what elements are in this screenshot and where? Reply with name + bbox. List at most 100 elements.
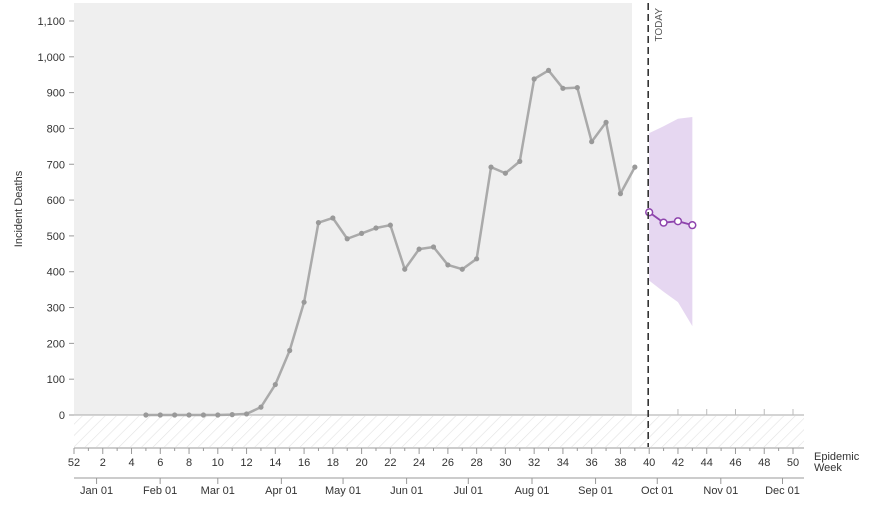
- observed-point: [229, 412, 235, 418]
- week-tick-label: 34: [557, 457, 569, 469]
- month-tick-label: Mar 01: [201, 485, 235, 497]
- y-tick-label: 900: [47, 88, 65, 100]
- observed-point: [243, 411, 250, 417]
- observed-point: [531, 76, 537, 82]
- below-zero-hatch: [74, 416, 804, 447]
- y-tick-label: 300: [47, 303, 65, 315]
- y-axis-label: Incident Deaths: [13, 170, 25, 247]
- observed-point: [416, 246, 422, 252]
- observed-point: [258, 404, 264, 410]
- observed-point: [301, 299, 307, 305]
- observed-point: [488, 164, 494, 170]
- week-tick-label: 18: [327, 457, 339, 469]
- y-tick-label: 100: [47, 374, 65, 386]
- observed-point: [344, 236, 350, 242]
- observed-point: [474, 256, 480, 262]
- month-tick-label: Sep 01: [578, 485, 613, 497]
- observed-point: [186, 412, 192, 418]
- week-tick-label: 24: [413, 457, 425, 469]
- month-tick-label: Aug 01: [515, 485, 550, 497]
- week-tick-label: 32: [528, 457, 540, 469]
- y-axis: 0 100 200 300 400 500 600 700 800 900 1,000 1,100: [37, 16, 804, 422]
- y-tick-label: 200: [47, 338, 65, 350]
- observed-point: [172, 412, 178, 418]
- month-tick-label: Dec 01: [765, 485, 800, 497]
- forecast-series: [645, 208, 697, 230]
- observed-point: [330, 215, 336, 221]
- week-axis: 52 2 4 6 8 10 12 14 16 18 20 22 24 26 28 30 32 34 36 38 40 42…: [68, 447, 804, 469]
- forecast-point: [688, 221, 697, 230]
- week-tick-label: 30: [499, 457, 511, 469]
- observed-point: [502, 170, 508, 176]
- observed-point: [545, 67, 552, 74]
- week-tick-label: 50: [787, 457, 799, 469]
- week-tick-label: 8: [186, 457, 192, 469]
- week-tick-label: 36: [586, 457, 598, 469]
- today-label: TODAY: [654, 8, 665, 42]
- week-tick-label: 38: [614, 457, 626, 469]
- month-tick-label: May 01: [325, 485, 361, 497]
- month-tick-label: Jul 01: [454, 485, 483, 497]
- x-axis-label-line-2: Week: [814, 462, 842, 474]
- forecast-point: [659, 218, 668, 227]
- observed-point: [359, 230, 365, 236]
- week-tick-label: 6: [157, 457, 163, 469]
- y-tick-label: 500: [47, 231, 65, 243]
- month-tick-label: Jan 01: [80, 485, 113, 497]
- forecast-point: [645, 208, 654, 217]
- y-tick-label: 600: [47, 195, 65, 207]
- observed-point: [617, 191, 624, 197]
- week-tick-label: 40: [643, 457, 655, 469]
- observed-point: [272, 381, 278, 388]
- week-tick-label: 44: [701, 457, 713, 469]
- y-tick-label: 1,100: [37, 16, 65, 28]
- y-tick-label: 400: [47, 267, 65, 279]
- week-tick-label: 48: [758, 457, 770, 469]
- x-axis-label-line-1: Epidemic: [814, 451, 860, 463]
- week-tick-label: 42: [672, 457, 684, 469]
- observed-point: [589, 139, 595, 145]
- observed-point: [373, 225, 379, 231]
- month-axis: Jan 01 Feb 01 Mar 01 Apr 01 May 01 Jun 01 Jul …: [74, 477, 804, 497]
- week-tick-label: 52: [68, 457, 80, 469]
- forecast-point: [673, 217, 683, 226]
- observed-point: [200, 412, 207, 418]
- week-tick-label: 10: [212, 457, 224, 469]
- observed-point: [315, 220, 322, 226]
- month-tick-label: Jun 01: [390, 485, 423, 497]
- month-tick-label: Feb 01: [143, 485, 177, 497]
- forecast-line: [648, 211, 693, 227]
- week-tick-label: 14: [269, 457, 281, 469]
- observed-point: [402, 266, 408, 272]
- observed-point: [574, 85, 580, 91]
- observed-point: [387, 222, 393, 228]
- week-tick-label: 26: [442, 457, 454, 469]
- observed-point: [157, 412, 163, 418]
- week-tick-label: 28: [471, 457, 483, 469]
- month-tick-label: Apr 01: [265, 485, 297, 497]
- week-tick-label: 20: [355, 457, 367, 469]
- observed-point: [215, 412, 221, 418]
- y-tick-label: 0: [59, 410, 65, 422]
- week-tick-label: 16: [298, 457, 310, 469]
- month-tick-label: Nov 01: [703, 485, 738, 497]
- y-tick-label: 700: [47, 159, 65, 171]
- observed-point: [517, 158, 523, 164]
- y-tick-label: 800: [47, 123, 65, 135]
- week-tick-label: 22: [384, 457, 396, 469]
- past-region-background: [74, 3, 632, 415]
- observed-point: [560, 85, 566, 91]
- week-tick-label: 2: [100, 457, 106, 469]
- observed-point: [603, 119, 609, 125]
- observed-point: [143, 412, 149, 418]
- week-tick-label: 12: [240, 457, 252, 469]
- observed-point: [632, 164, 638, 170]
- observed-point: [287, 347, 293, 354]
- week-tick-label: 4: [128, 457, 134, 469]
- observed-series: [143, 67, 638, 418]
- week-tick-label: 46: [729, 457, 741, 469]
- observed-point: [445, 262, 451, 268]
- month-tick-label: Oct 01: [641, 485, 673, 497]
